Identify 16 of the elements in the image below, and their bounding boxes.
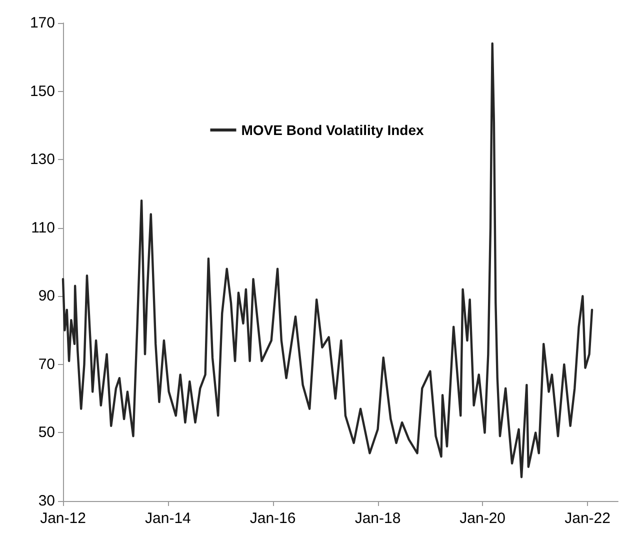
x-tick-label: Jan-14 — [145, 510, 191, 527]
y-tick-label: 90 — [38, 288, 55, 305]
x-tick-label: Jan-12 — [40, 510, 86, 527]
y-tick-label: 150 — [30, 82, 55, 100]
legend-label: MOVE Bond Volatility Index — [241, 122, 424, 138]
line-series — [62, 42, 594, 478]
y-tick-label: 30 — [38, 492, 55, 510]
y-tick-label: 170 — [30, 14, 55, 32]
y-tick-label: 110 — [31, 219, 55, 236]
x-tick-label: Jan-18 — [354, 510, 401, 527]
x-tick-label: Jan-22 — [564, 510, 610, 527]
x-tick-label: Jan-20 — [460, 510, 506, 527]
y-tick-label: 130 — [30, 151, 55, 168]
x-tick-label: Jan-16 — [250, 510, 296, 527]
y-tick-label: 70 — [38, 356, 55, 373]
y-tick-label: 50 — [38, 424, 55, 442]
